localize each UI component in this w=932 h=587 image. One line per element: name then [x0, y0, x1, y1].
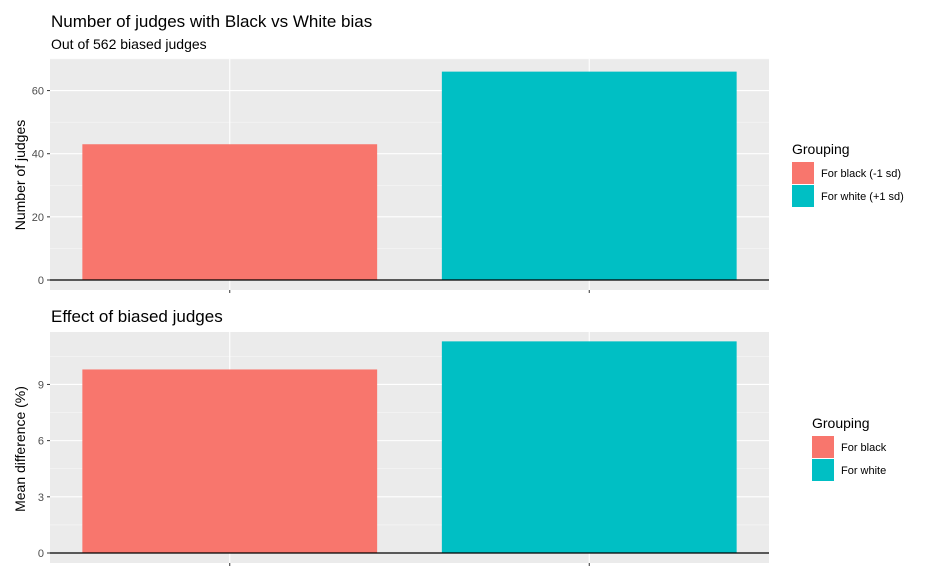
bar-for-white-1-sd [441, 71, 737, 280]
legend-label-for-black: For black (-1 sd) [821, 168, 901, 180]
plot-area: 0 3 6 9 [38, 332, 769, 566]
y-tick-label: 9 [38, 379, 44, 391]
y-tick-label: 60 [32, 86, 44, 98]
legend: Grouping For black For white [812, 415, 887, 481]
y-tick-label: 6 [38, 436, 44, 448]
y-tick-label: 20 [32, 212, 44, 224]
bar-for-black [82, 369, 378, 553]
bar-for-white [441, 341, 737, 553]
legend: Grouping For black (-1 sd) For white (+1… [792, 141, 904, 207]
y-tick-label: 0 [38, 275, 44, 287]
legend-title: Grouping [792, 141, 850, 157]
legend-label-for-white: For white (+1 sd) [821, 191, 904, 203]
legend-label-for-white: For white [841, 465, 886, 477]
panel-effect-of-biased-judges: Effect of biased judges 0 3 6 9 Mean differ… [12, 307, 887, 566]
y-tick-label: 40 [32, 149, 44, 161]
chart-title: Effect of biased judges [51, 307, 223, 326]
plot-area: 0 20 40 60 [32, 58, 769, 293]
y-axis-title: Mean difference (%) [12, 386, 28, 512]
legend-swatch-for-black [812, 436, 834, 458]
panel-number-of-judges: Number of judges with Black vs White bia… [12, 12, 904, 293]
legend-swatch-for-white [812, 459, 834, 481]
y-axis-title: Number of judges [12, 120, 28, 231]
y-tick-label: 3 [38, 492, 44, 504]
bar-for-black-1-sd [82, 144, 378, 280]
legend-swatch-for-black [792, 162, 814, 184]
chart-title: Number of judges with Black vs White bia… [51, 12, 372, 31]
legend-title: Grouping [812, 415, 870, 431]
legend-swatch-for-white [792, 185, 814, 207]
y-tick-label: 0 [38, 548, 44, 560]
chart-subtitle: Out of 562 biased judges [51, 36, 207, 52]
legend-label-for-black: For black [841, 442, 887, 454]
